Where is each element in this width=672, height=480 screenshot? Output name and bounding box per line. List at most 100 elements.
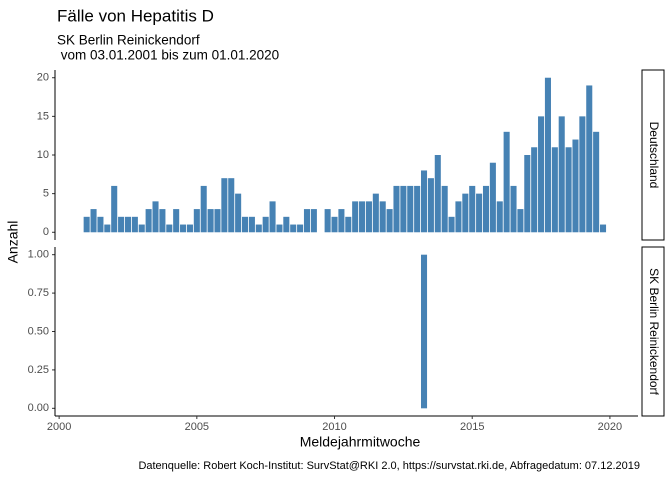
bar [131,216,138,233]
chart-subtitle: SK Berlin Reinickendorf [57,33,200,48]
bar [482,185,490,233]
x-tick-label: 2000 [47,421,71,433]
bar [118,216,125,233]
bar [517,209,524,233]
bar [372,193,379,233]
bar [221,178,228,233]
bar [104,224,111,233]
y-tick-label: 0 [43,226,49,238]
bar [558,116,565,233]
bar [255,224,262,233]
bar [83,216,90,233]
bar [111,185,118,233]
bar [448,216,455,233]
bar [90,209,97,233]
bar [290,224,297,233]
bar [510,185,517,233]
bar [352,201,359,233]
bar [214,209,221,233]
bar [441,185,448,233]
bar [386,209,393,233]
bar [489,162,496,233]
bar [200,185,207,233]
x-tick-label: 2010 [322,421,346,433]
bar [235,193,242,233]
bar [283,216,290,233]
bar [152,201,159,233]
bar [551,147,558,233]
y-tick-label: 0.75 [28,287,49,299]
y-tick-label: 1.00 [28,249,49,261]
bar [262,216,269,233]
bar [524,155,531,233]
bar [145,209,152,233]
chart-subtitle: vom 03.01.2001 bis zum 01.01.2020 [57,48,279,63]
bar [434,155,441,233]
bar [455,201,462,233]
x-axis-label: Meldejahrmitwoche [300,434,421,450]
bar [276,224,283,233]
bar [180,224,187,233]
bar [359,201,366,233]
bar [407,185,414,233]
bar [420,254,428,409]
bar [476,193,483,233]
bar [303,209,311,233]
strip-box [641,246,665,417]
bar [310,209,317,233]
chart-title: Fälle von Hepatitis D [57,6,214,25]
bar [269,201,276,233]
bar [138,224,145,233]
y-tick-label: 0.00 [28,402,49,414]
x-tick-label: 2020 [598,421,622,433]
bar [207,209,214,233]
bar [586,85,593,233]
bar [166,224,173,233]
strip-label: SK Berlin Reinickendorf [647,268,661,395]
bar [248,216,255,233]
bar [503,131,510,233]
bar [400,185,407,233]
bar [579,116,586,233]
strip-label: Deutschland [647,122,661,189]
bar [324,209,331,233]
bar [379,201,386,233]
bar [186,224,193,233]
bar [599,224,607,233]
bar [193,209,200,233]
strip-box [641,69,665,241]
bar [228,178,235,233]
bar [331,216,338,233]
bar [297,224,304,233]
bar [345,216,352,233]
bar [496,201,503,233]
y-tick-label: 10 [37,149,49,161]
bar [572,139,579,233]
bar [159,209,166,233]
bar [427,178,434,233]
y-tick-label: 20 [37,72,49,84]
x-tick-label: 2015 [460,421,484,433]
caption: Datenquelle: Robert Koch-Institut: SurvS… [138,460,640,472]
y-axis-label: Anzahl [5,221,21,264]
bar [538,116,545,233]
bar [414,185,421,233]
bar [338,209,345,233]
y-tick-label: 0.50 [28,325,49,337]
bar [593,131,600,233]
bar [97,216,104,233]
bar [469,185,476,233]
y-tick-label: 0.25 [28,364,49,376]
y-tick-label: 15 [37,110,49,122]
bar [173,209,180,233]
bar [565,147,572,233]
x-tick-label: 2005 [185,421,209,433]
bar [531,147,538,233]
bar [124,216,132,233]
bar [462,193,469,233]
bar [420,170,428,233]
bar [241,216,249,233]
bar [544,77,551,233]
y-tick-label: 5 [43,188,49,200]
